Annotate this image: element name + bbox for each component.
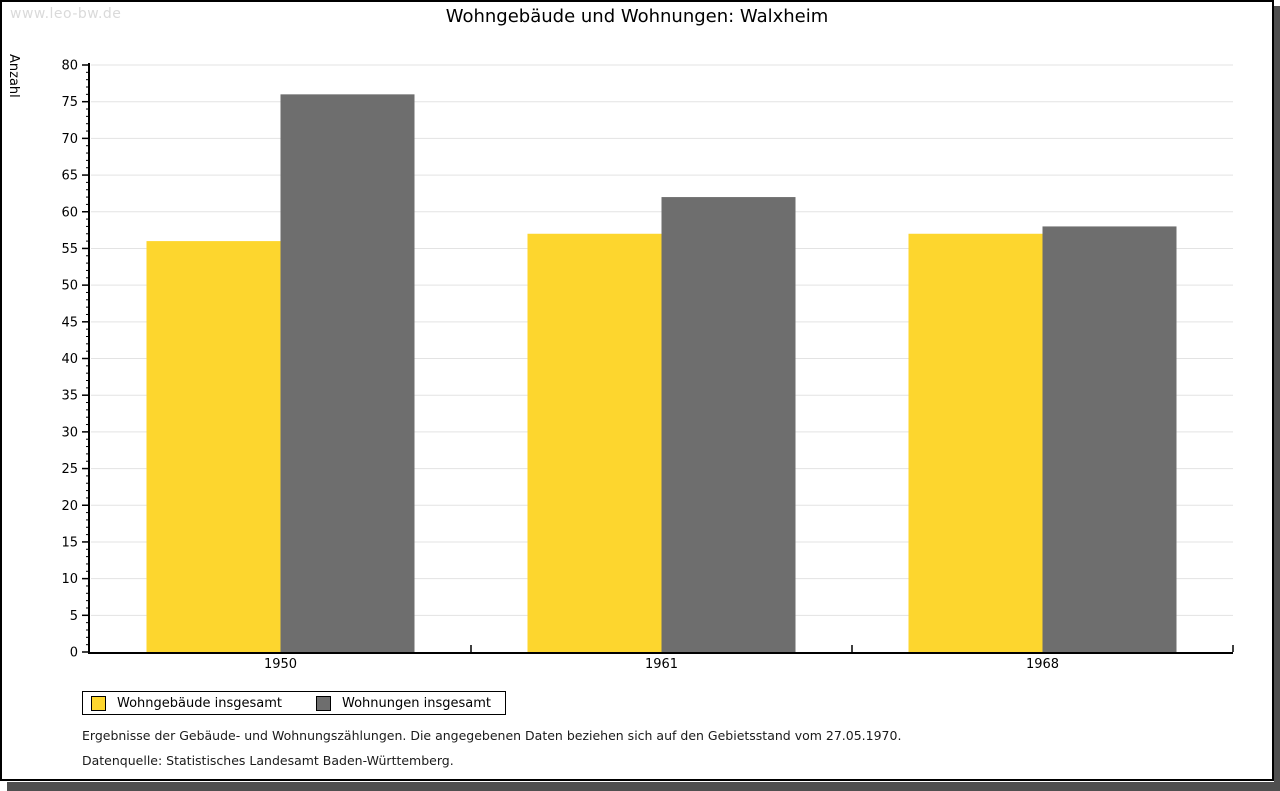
y-tick-label: 65	[61, 169, 78, 184]
y-tick-label: 15	[61, 535, 78, 550]
chart-title: Wohngebäude und Wohnungen: Walxheim	[445, 6, 829, 27]
bar-wohnungen-1961	[661, 197, 796, 652]
legend: Wohngebäude insgesamt Wohnungen insgesam…	[82, 691, 506, 715]
bar-wohngebaeude-1968	[908, 233, 1043, 652]
y-tick-label: 50	[61, 279, 78, 294]
bar-wohngebaeude-1950	[146, 241, 281, 652]
y-tick-label: 10	[61, 572, 78, 587]
bar-wohnungen-1968	[1042, 226, 1177, 653]
y-tick-label: 70	[61, 132, 78, 147]
window-shadow-right	[1274, 6, 1280, 791]
y-axis-title: Anzahl	[6, 54, 21, 98]
y-tick-label: 75	[61, 95, 78, 110]
y-tick-label: 55	[61, 242, 78, 257]
x-category-label-1968: 1968	[1026, 657, 1059, 672]
legend-item-wohngebaeude: Wohngebäude insgesamt	[91, 695, 282, 711]
bar-chart: 0 5 10 15 20 25 30 35 40 45 50 55 60 65 70 75 80 1950 1961…	[61, 59, 1234, 672]
y-tick-label: 25	[61, 462, 78, 477]
y-tick-label: 60	[61, 205, 78, 220]
x-category-label-1950: 1950	[264, 657, 297, 672]
x-category-label-1961: 1961	[645, 657, 678, 672]
y-tick-label: 0	[70, 646, 78, 661]
y-tick-label: 20	[61, 499, 78, 514]
legend-label-wohnungen: Wohnungen insgesamt	[342, 695, 491, 711]
y-tick-label: 45	[61, 315, 78, 330]
y-tick-label: 30	[61, 425, 78, 440]
footnote-line-1: Ergebnisse der Gebäude- und Wohnungszähl…	[82, 728, 902, 743]
footnote-line-2: Datenquelle: Statistisches Landesamt Bad…	[82, 753, 454, 768]
watermark: www.leo-bw.de	[10, 6, 122, 22]
legend-swatch-wohngebaeude	[91, 695, 106, 711]
y-tick-label: 5	[70, 609, 78, 624]
legend-item-wohnungen: Wohnungen insgesamt	[316, 695, 491, 711]
legend-swatch-wohnungen	[316, 695, 331, 711]
y-tick-label: 40	[61, 352, 78, 367]
y-tick-label: 35	[61, 389, 78, 404]
bar-wohngebaeude-1961	[527, 233, 662, 652]
window-shadow-bottom	[7, 782, 1274, 791]
legend-label-wohngebaeude: Wohngebäude insgesamt	[117, 695, 282, 711]
bar-wohnungen-1950	[280, 94, 415, 653]
y-tick-label: 80	[61, 59, 78, 74]
